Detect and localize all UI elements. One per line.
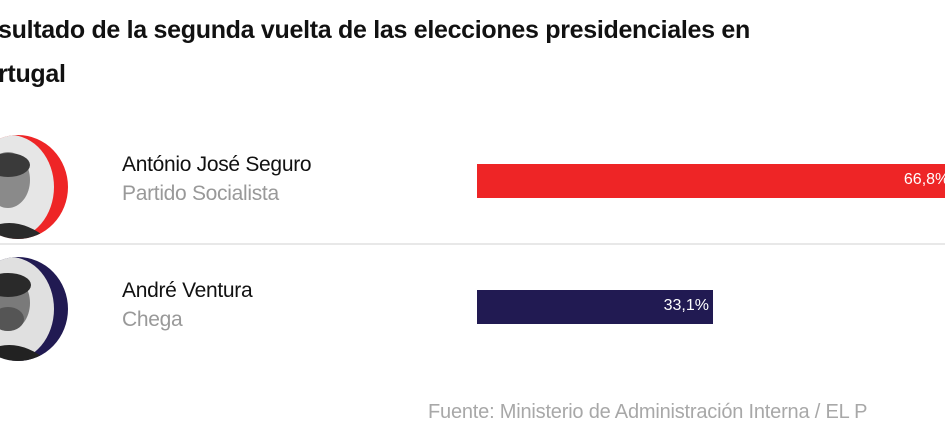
- bar-value-label: 66,8%: [903, 171, 945, 188]
- candidate-name: António José Seguro: [122, 153, 312, 176]
- bar-value-label: 33,1%: [663, 297, 709, 314]
- title-line-2: rtugal: [0, 60, 66, 88]
- result-bar: 33,1%: [477, 290, 713, 324]
- portrait-icon: [0, 257, 68, 361]
- candidate-party: Partido Socialista: [122, 182, 279, 205]
- chart-title: sultado de la segunda vuelta de las elec…: [0, 8, 945, 96]
- source-note: Fuente: Ministerio de Administración Int…: [428, 401, 868, 423]
- candidate-row: André Ventura Chega 33,1%: [0, 249, 945, 369]
- candidate-name: André Ventura: [122, 279, 253, 302]
- candidate-photo-avatar: [0, 257, 68, 361]
- result-bar: 66,8%: [477, 164, 945, 198]
- candidate-photo-avatar: [0, 135, 68, 239]
- candidate-row: António José Seguro Partido Socialista 6…: [0, 125, 945, 245]
- candidate-party: Chega: [122, 308, 183, 331]
- title-line-1: sultado de la segunda vuelta de las elec…: [0, 16, 750, 44]
- row-divider: [0, 243, 945, 245]
- portrait-icon: [0, 135, 68, 239]
